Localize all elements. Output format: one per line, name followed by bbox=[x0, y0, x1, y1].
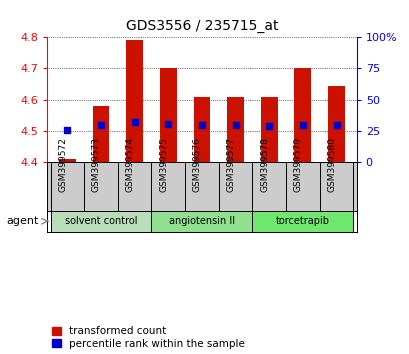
Bar bbox=[59, 159, 76, 162]
Point bbox=[131, 120, 137, 125]
Text: GSM399579: GSM399579 bbox=[293, 137, 302, 192]
Text: agent: agent bbox=[6, 216, 38, 226]
Point bbox=[299, 122, 306, 128]
Bar bbox=[252, 211, 353, 232]
Text: GSM399574: GSM399574 bbox=[125, 137, 134, 192]
Bar bbox=[193, 97, 210, 162]
Point bbox=[333, 122, 339, 128]
Text: torcetrapib: torcetrapib bbox=[275, 216, 329, 226]
Text: GSM399577: GSM399577 bbox=[226, 137, 235, 192]
Legend: transformed count, percentile rank within the sample: transformed count, percentile rank withi… bbox=[52, 326, 244, 349]
Point bbox=[232, 122, 238, 128]
Point bbox=[265, 123, 272, 129]
Bar bbox=[126, 40, 143, 162]
Text: GSM399578: GSM399578 bbox=[260, 137, 269, 192]
Text: GSM399575: GSM399575 bbox=[159, 137, 168, 192]
Bar bbox=[327, 86, 344, 162]
Bar bbox=[92, 106, 109, 162]
Text: GSM399580: GSM399580 bbox=[327, 137, 336, 192]
Title: GDS3556 / 235715_at: GDS3556 / 235715_at bbox=[126, 19, 277, 33]
Bar bbox=[160, 68, 176, 162]
Text: GSM399572: GSM399572 bbox=[58, 137, 67, 192]
Bar bbox=[260, 97, 277, 162]
Bar bbox=[151, 211, 252, 232]
Point bbox=[97, 122, 104, 128]
Point bbox=[164, 121, 171, 126]
Bar bbox=[294, 68, 310, 162]
Bar bbox=[50, 211, 151, 232]
Text: GSM399576: GSM399576 bbox=[193, 137, 202, 192]
Text: angiotensin II: angiotensin II bbox=[169, 216, 234, 226]
Text: solvent control: solvent control bbox=[65, 216, 137, 226]
Point bbox=[198, 122, 205, 128]
Text: GSM399573: GSM399573 bbox=[92, 137, 101, 192]
Point bbox=[64, 127, 70, 133]
Bar bbox=[227, 97, 243, 162]
